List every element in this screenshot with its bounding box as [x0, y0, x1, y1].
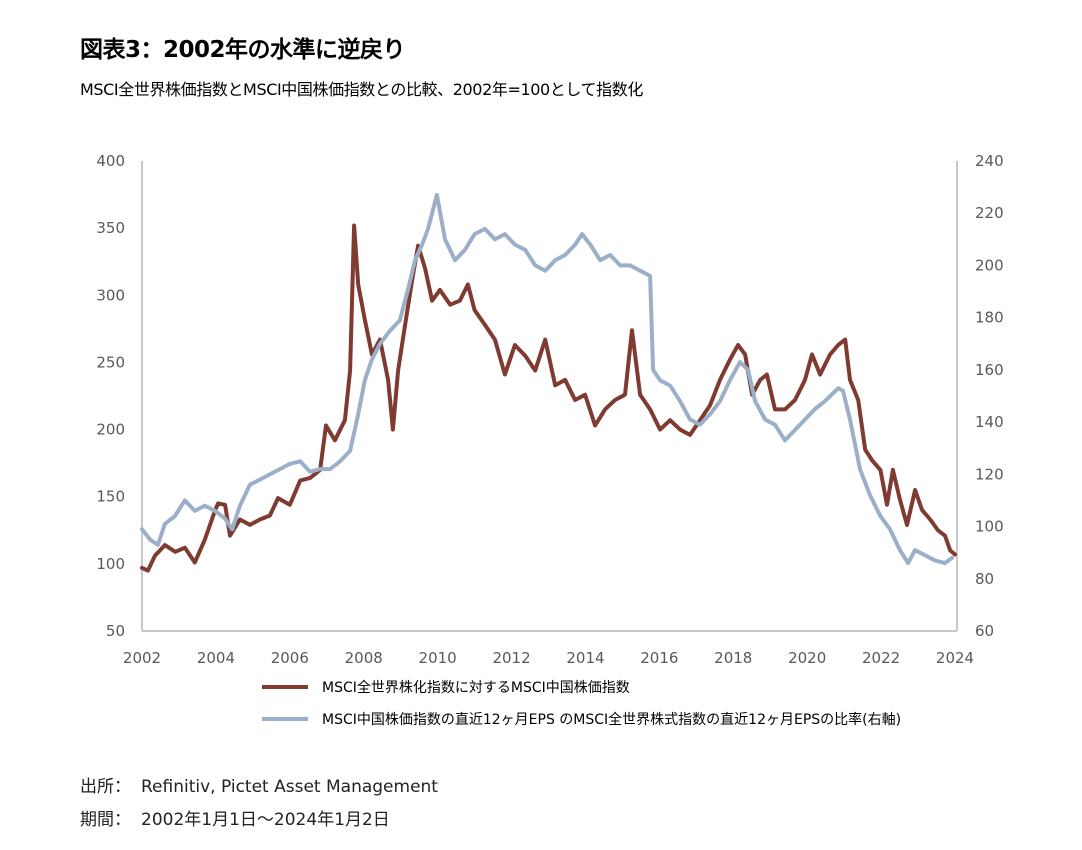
- series-2-points: [141, 194, 953, 564]
- y-left-tick-label: 100: [96, 555, 125, 573]
- y-left-tick-label: 50: [106, 622, 125, 640]
- y-left-tick-label: 200: [96, 421, 125, 439]
- y-left-tick-label: 350: [96, 219, 125, 237]
- period-label: 期間：: [80, 810, 131, 830]
- x-tick-label: 2022: [862, 649, 900, 667]
- chart-subtitle: MSCI全世界株価指数とMSCI中国株価指数との比較、2002年=100として指…: [80, 80, 643, 99]
- x-tick-label: 2018: [714, 649, 752, 667]
- x-tick-label: 2010: [419, 649, 457, 667]
- y-right-tick-label: 220: [975, 204, 1004, 222]
- y-right-tick-label: 80: [975, 570, 994, 588]
- period-note: 期間： 2002年1月1日～2024年1月2日: [80, 805, 390, 830]
- y-right-tick-label: 200: [975, 256, 1004, 274]
- y-right-tick-label: 180: [975, 309, 1004, 327]
- legend-label-series-1: MSCI全世界株化指数に対するMSCI中国株価指数: [322, 679, 630, 696]
- series-line-2: [140, 192, 954, 566]
- x-tick-label: 2008: [345, 649, 383, 667]
- x-tick-label: 2020: [788, 649, 826, 667]
- y-left-tick-label: 300: [96, 286, 125, 304]
- y-right-tick-label: 120: [975, 465, 1004, 483]
- y-left-tick-label: 400: [96, 152, 125, 170]
- x-axis-ticks: 2002 2004 2006 2008 2010 2012 2014 2016 2018 2020…: [123, 649, 974, 667]
- y-left-tick-label: 250: [96, 353, 125, 371]
- x-tick-label: 2016: [640, 649, 678, 667]
- x-tick-label: 2024: [936, 649, 974, 667]
- x-tick-label: 2002: [123, 649, 161, 667]
- x-tick-label: 2012: [492, 649, 530, 667]
- source-label: 出所：: [80, 777, 131, 797]
- y-right-tick-label: 160: [975, 361, 1004, 379]
- legend: MSCI全世界株化指数に対するMSCI中国株価指数 MSCI中国株価指数の直近1…: [262, 679, 901, 728]
- series-lines: [140, 192, 957, 573]
- y-right-tick-label: 100: [975, 518, 1004, 536]
- y-right-tick-label: 240: [975, 152, 1004, 170]
- y-right-tick-label: 140: [975, 413, 1004, 431]
- y-axis-right-ticks: 240 220 200 180 160 140 120 100 80 60: [975, 152, 1004, 640]
- source-value: Refinitiv, Pictet Asset Management: [141, 777, 438, 797]
- source-note: 出所： Refinitiv, Pictet Asset Management: [80, 772, 438, 797]
- chart-title: 図表3：2002年の水準に逆戻り: [80, 37, 406, 63]
- axes: [141, 161, 958, 632]
- y-axis-left-ticks: 400 350 300 250 200 150 100 50: [96, 152, 125, 640]
- y-left-tick-label: 150: [96, 488, 125, 506]
- period-value: 2002年1月1日～2024年1月2日: [141, 810, 390, 830]
- y-right-tick-label: 60: [975, 622, 994, 640]
- legend-label-series-2: MSCI中国株価指数の直近12ヶ月EPS のMSCI全世界株式指数の直近12ヶ月…: [322, 711, 901, 728]
- series-line-1: [140, 223, 957, 573]
- series-1-points: [141, 225, 956, 571]
- x-tick-label: 2006: [271, 649, 309, 667]
- x-tick-label: 2014: [566, 649, 604, 667]
- x-tick-label: 2004: [197, 649, 235, 667]
